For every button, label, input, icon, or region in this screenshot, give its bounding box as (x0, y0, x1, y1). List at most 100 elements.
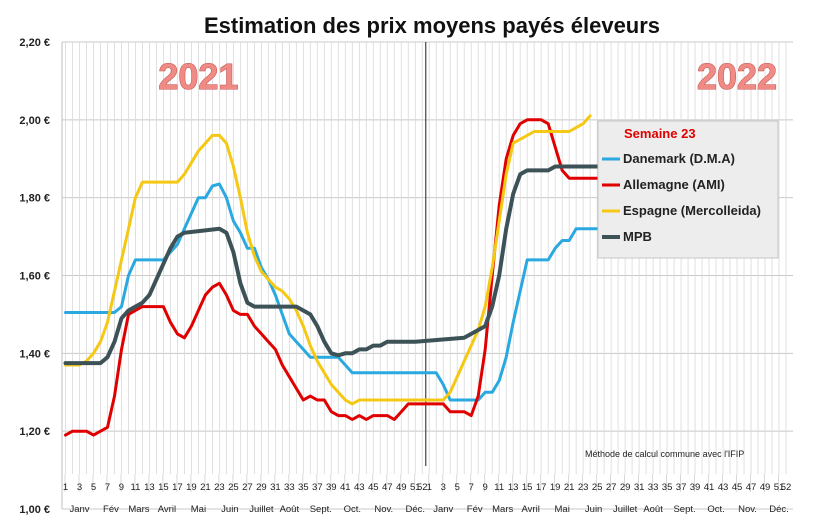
x-tick-label: 5 (455, 482, 460, 493)
month-label: Avril (158, 504, 176, 515)
month-label: Déc. (769, 504, 789, 515)
month-label: Fév (467, 504, 483, 515)
x-tick-label: 35 (298, 482, 309, 493)
month-label: Juillet (249, 504, 274, 515)
x-tick-label: 31 (634, 482, 645, 493)
x-tick-label: 23 (578, 482, 589, 493)
legend-label: Espagne (Mercolleida) (623, 203, 761, 218)
legend-label: Danemark (D.M.A) (623, 151, 735, 166)
x-tick-label: 52 (417, 482, 428, 493)
x-tick-label: 25 (228, 482, 239, 493)
month-label: Août (280, 504, 300, 515)
x-tick-label: 3 (441, 482, 446, 493)
month-label: Nov. (374, 504, 393, 515)
month-label: Mars (492, 504, 513, 515)
y-tick-label: 1,40 € (19, 348, 50, 360)
series-line (63, 164, 600, 366)
month-label: Mai (191, 504, 206, 515)
month-label: Janv (69, 504, 89, 515)
month-label: Nov. (738, 504, 757, 515)
x-tick-label: 1 (427, 482, 432, 493)
x-tick-label: 41 (340, 482, 351, 493)
month-label: Juillet (613, 504, 638, 515)
x-tick-label: 33 (284, 482, 295, 493)
x-tick-label: 37 (676, 482, 687, 493)
x-tick-label: 7 (105, 482, 110, 493)
y-tick-label: 1,80 € (19, 193, 50, 205)
x-tick-label: 27 (242, 482, 253, 493)
annotation-note: Méthode de calcul commune avec l'IFIP (585, 449, 744, 459)
month-label: Août (643, 504, 663, 515)
x-tick-label: 7 (469, 482, 474, 493)
month-label: Janv (433, 504, 453, 515)
y-tick-label: 2,20 € (19, 37, 50, 49)
series-layer (63, 114, 600, 437)
month-label: Sept. (673, 504, 695, 515)
x-tick-label: 49 (760, 482, 771, 493)
month-label: Juin (221, 504, 238, 515)
x-tick-label: 1 (63, 482, 68, 493)
x-tick-label: 19 (550, 482, 561, 493)
x-tick-label: 15 (522, 482, 533, 493)
x-tick-label: 3 (77, 482, 82, 493)
month-label: Déc. (405, 504, 425, 515)
x-tick-label: 17 (536, 482, 547, 493)
x-tick-label: 51 (774, 482, 785, 493)
x-tick-label: 47 (746, 482, 757, 493)
month-label: Sept. (310, 504, 332, 515)
y-tick-label: 1,60 € (19, 271, 50, 283)
y-tick-label: 1,20 € (19, 426, 50, 438)
grid (62, 41, 793, 510)
x-tick-label: 9 (119, 482, 124, 493)
x-tick-label: 29 (256, 482, 267, 493)
x-tick-label: 5 (91, 482, 96, 493)
x-tick-label: 35 (662, 482, 673, 493)
x-tick-label: 39 (326, 482, 337, 493)
axes: 1,00 € 1,20 € 1,40 € 1,60 € 1,80 € 2,00 € 2,20… (19, 37, 791, 516)
x-tick-label: 13 (508, 482, 519, 493)
x-tick-label: 17 (172, 482, 183, 493)
y-tick-label: 1,00 € (19, 504, 50, 516)
year-label: 2021 (158, 56, 238, 97)
month-label: Oct. (707, 504, 724, 515)
y-tick-label: 2,00 € (19, 115, 50, 127)
x-tick-label: 29 (620, 482, 631, 493)
x-tick-label: 19 (186, 482, 197, 493)
x-tick-label: 39 (690, 482, 701, 493)
month-label: Mai (555, 504, 570, 515)
legend: Semaine 23 Danemark (D.M.A) Allemagne (AMI… (597, 120, 779, 259)
x-tick-label: 41 (704, 482, 715, 493)
x-tick-label: 43 (718, 482, 729, 493)
x-tick-label: 11 (131, 482, 141, 493)
x-tick-label: 31 (270, 482, 281, 493)
month-label: Juin (585, 504, 602, 515)
month-label: Avril (522, 504, 540, 515)
x-tick-label: 45 (368, 482, 379, 493)
chart-title: Estimation des prix moyens payés éleveur… (204, 13, 660, 38)
x-tick-label: 37 (312, 482, 323, 493)
x-tick-label: 21 (564, 482, 575, 493)
year-label: 2022 (697, 56, 777, 97)
x-tick-label: 52 (781, 482, 792, 493)
legend-label: Allemagne (AMI) (623, 177, 725, 192)
x-tick-label: 23 (214, 482, 225, 493)
x-tick-label: 9 (483, 482, 488, 493)
x-tick-label: 43 (354, 482, 365, 493)
x-tick-label: 21 (200, 482, 211, 493)
month-label: Fév (103, 504, 119, 515)
x-tick-label: 33 (648, 482, 659, 493)
x-tick-label: 47 (382, 482, 393, 493)
x-tick-label: 13 (144, 482, 155, 493)
x-tick-label: 51 (410, 482, 421, 493)
month-label: Oct. (344, 504, 361, 515)
x-tick-label: 25 (592, 482, 603, 493)
month-label: Mars (128, 504, 149, 515)
legend-header: Semaine 23 (624, 126, 696, 141)
x-tick-label: 45 (732, 482, 743, 493)
legend-box (597, 120, 779, 259)
legend-label: MPB (623, 229, 652, 244)
x-tick-label: 11 (494, 482, 504, 493)
x-tick-label: 27 (606, 482, 617, 493)
